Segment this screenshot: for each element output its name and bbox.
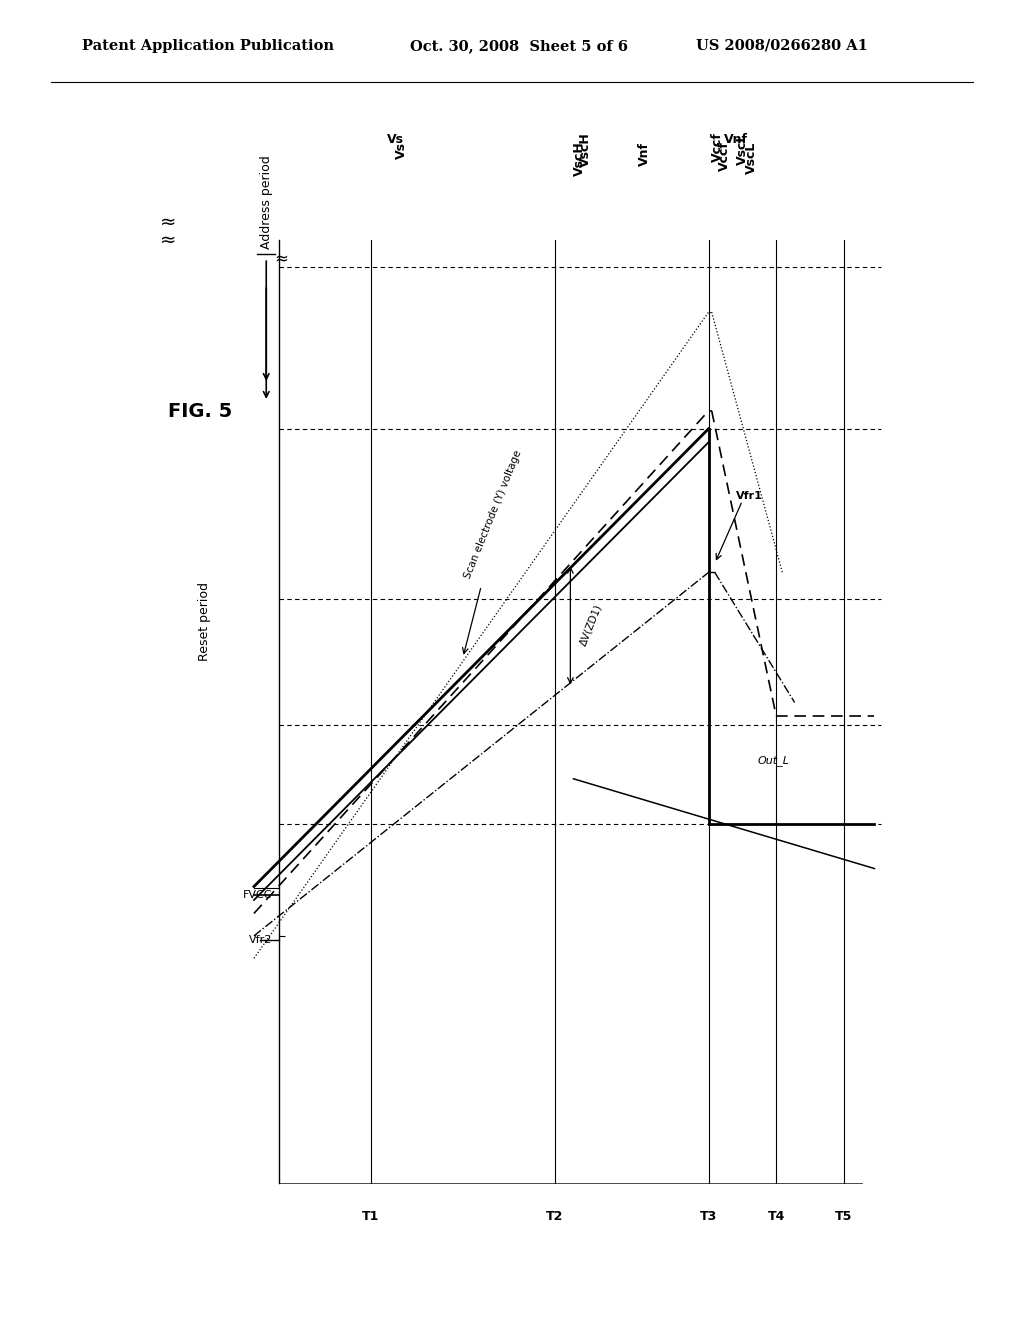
- Text: T2: T2: [547, 1209, 563, 1222]
- Text: Patent Application Publication: Patent Application Publication: [82, 38, 334, 53]
- Text: Reset period: Reset period: [199, 582, 211, 661]
- Text: VscH: VscH: [573, 141, 586, 177]
- Text: Vfr1: Vfr1: [736, 491, 763, 500]
- Text: VscH: VscH: [580, 132, 592, 168]
- Text: Oct. 30, 2008  Sheet 5 of 6: Oct. 30, 2008 Sheet 5 of 6: [410, 38, 628, 53]
- Text: VscL: VscL: [745, 141, 758, 174]
- Text: T3: T3: [700, 1209, 717, 1222]
- Text: Vfr2: Vfr2: [249, 936, 272, 945]
- Text: Scan electrode (Y) voltage: Scan electrode (Y) voltage: [463, 449, 524, 579]
- Text: ΔV(ZD1): ΔV(ZD1): [578, 603, 603, 648]
- Text: T1: T1: [362, 1209, 379, 1222]
- Text: US 2008/0266280 A1: US 2008/0266280 A1: [696, 38, 868, 53]
- Text: T5: T5: [836, 1209, 852, 1222]
- Text: VscL: VscL: [736, 132, 749, 165]
- Text: FIG. 5: FIG. 5: [168, 401, 232, 421]
- Text: Vnf: Vnf: [724, 132, 749, 145]
- Text: Vccf: Vccf: [712, 132, 724, 162]
- Text: ≈: ≈: [160, 231, 176, 249]
- Text: Vs: Vs: [395, 141, 408, 158]
- Text: Address period: Address period: [260, 156, 272, 249]
- Text: ≈: ≈: [160, 213, 176, 232]
- Text: Vnf: Vnf: [638, 141, 650, 165]
- Text: Out_L: Out_L: [758, 755, 790, 767]
- Text: Vs: Vs: [387, 132, 403, 145]
- Text: T4: T4: [768, 1209, 784, 1222]
- Text: Vccf: Vccf: [718, 141, 730, 172]
- Text: FVCC: FVCC: [243, 891, 272, 900]
- Text: ≈: ≈: [274, 249, 289, 267]
